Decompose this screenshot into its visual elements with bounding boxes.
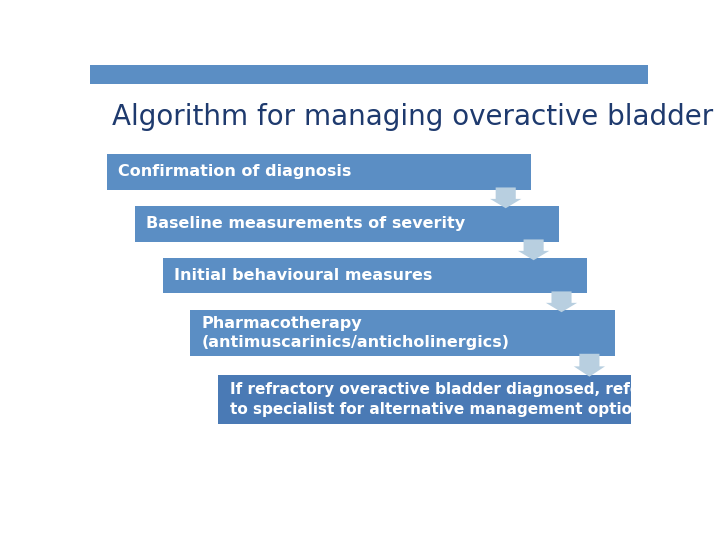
Polygon shape: [518, 239, 549, 260]
Bar: [163, 258, 587, 294]
Polygon shape: [574, 354, 605, 377]
Bar: [135, 206, 559, 241]
Text: Confirmation of diagnosis: Confirmation of diagnosis: [118, 164, 351, 179]
Text: Initial behavioural measures: Initial behavioural measures: [174, 268, 432, 284]
Text: Algorithm for managing overactive bladder: Algorithm for managing overactive bladde…: [112, 103, 714, 131]
Text: Baseline measurements of severity: Baseline measurements of severity: [145, 217, 465, 231]
Bar: [107, 154, 531, 190]
Text: Pharmacotherapy
(antimuscarinics/anticholinergics): Pharmacotherapy (antimuscarinics/anticho…: [202, 316, 510, 350]
Text: If refractory overactive bladder diagnosed, refer
to specialist for alternative : If refractory overactive bladder diagnos…: [230, 382, 652, 417]
Polygon shape: [546, 292, 577, 312]
Bar: [218, 375, 631, 424]
Bar: [90, 65, 648, 84]
Bar: [190, 310, 615, 356]
Polygon shape: [490, 187, 521, 208]
